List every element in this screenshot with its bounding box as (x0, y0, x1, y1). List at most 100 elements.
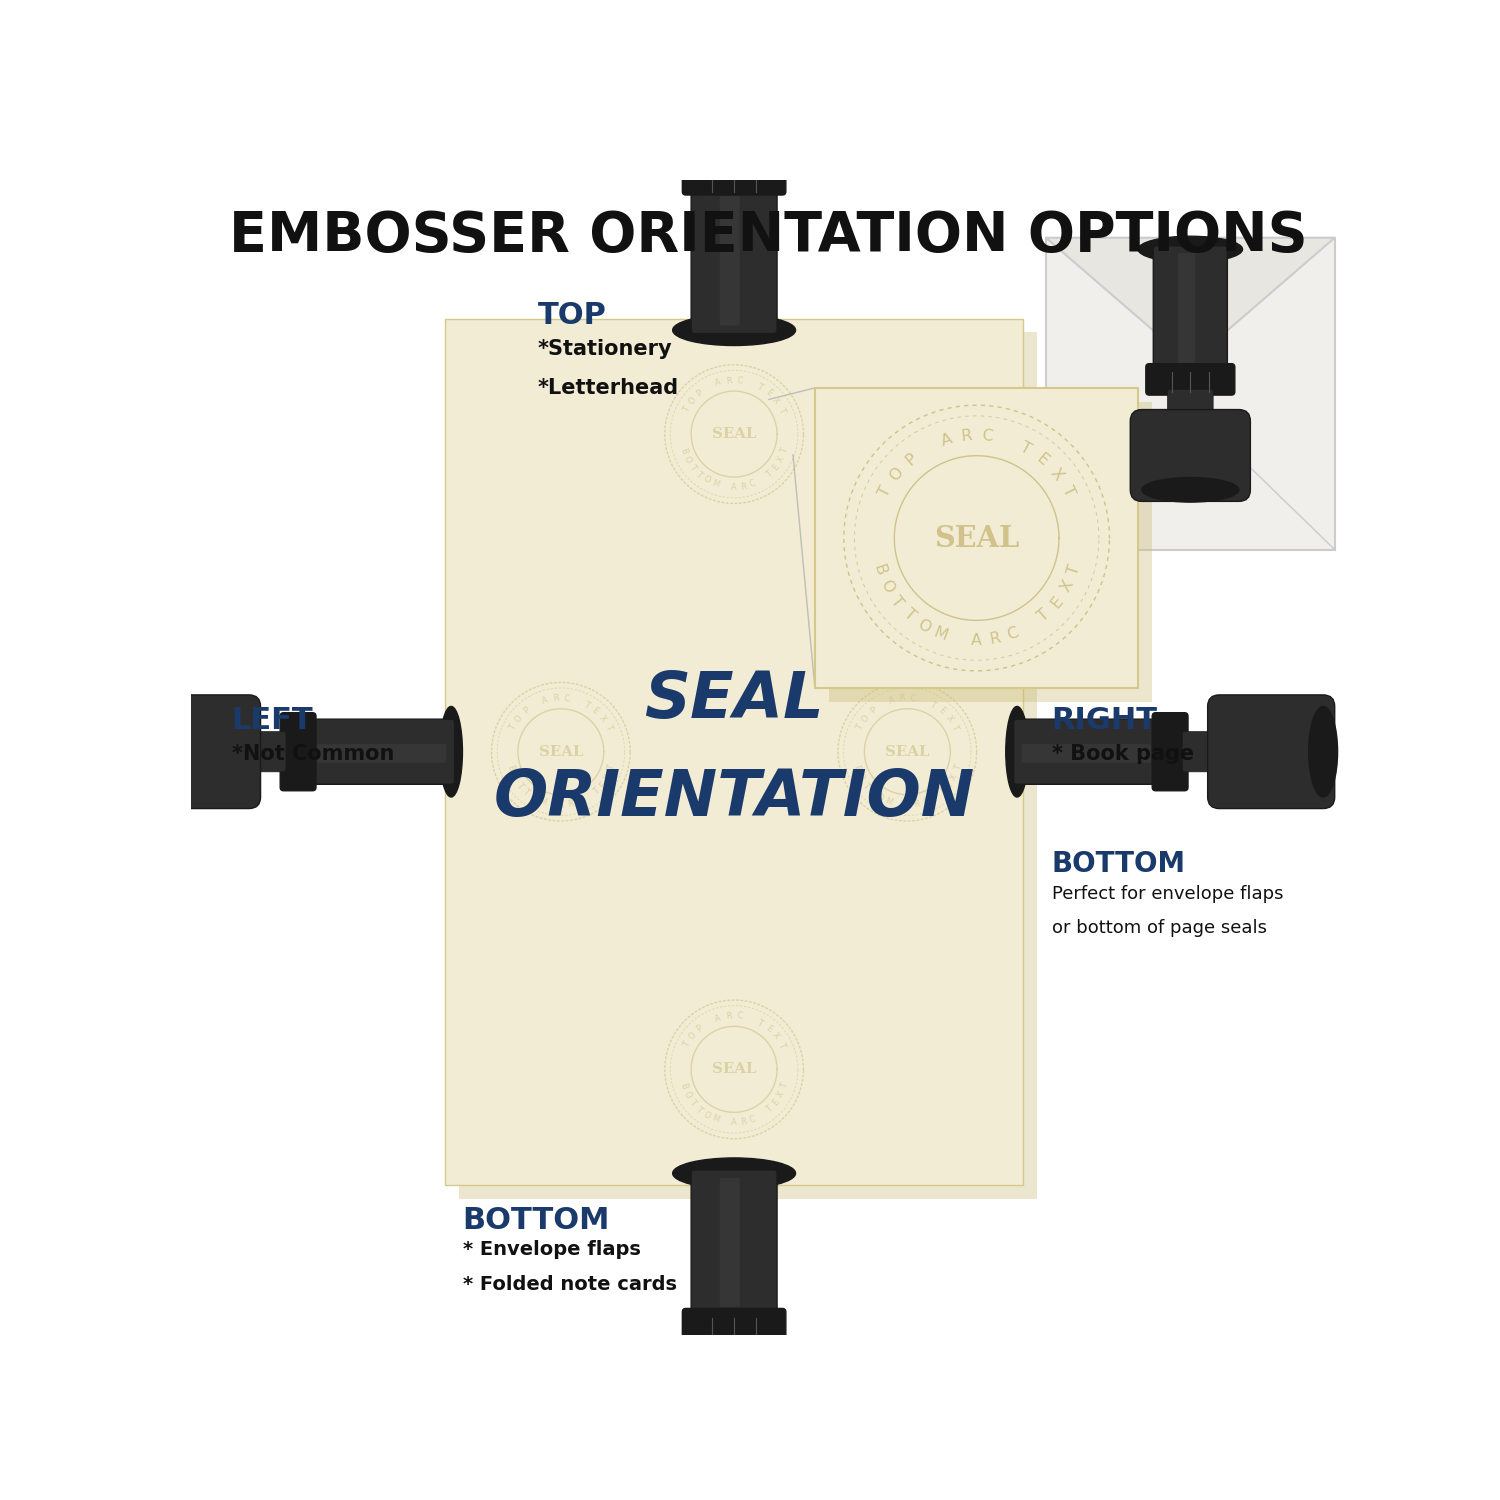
Text: E: E (1034, 452, 1052, 470)
Text: X: X (603, 772, 613, 782)
Text: E: E (764, 1023, 774, 1034)
Text: R: R (1192, 308, 1197, 310)
Text: C: C (981, 429, 993, 444)
Text: T: T (606, 765, 616, 772)
FancyBboxPatch shape (692, 1170, 777, 1316)
Text: T: T (603, 723, 613, 732)
FancyBboxPatch shape (1182, 732, 1221, 772)
Text: B: B (852, 764, 862, 772)
FancyBboxPatch shape (1046, 237, 1335, 549)
Text: M: M (932, 624, 950, 644)
Text: T: T (861, 780, 870, 790)
Text: * Envelope flaps: * Envelope flaps (462, 1240, 640, 1260)
FancyBboxPatch shape (720, 1178, 740, 1308)
Text: R: R (1186, 258, 1190, 262)
FancyBboxPatch shape (815, 388, 1138, 688)
Text: R: R (740, 1118, 747, 1126)
FancyBboxPatch shape (1154, 246, 1227, 370)
Text: T: T (591, 788, 602, 796)
Text: SEAL: SEAL (885, 744, 930, 759)
Text: T: T (1172, 302, 1176, 306)
Text: T: T (1212, 291, 1216, 294)
Text: T: T (900, 606, 918, 624)
FancyBboxPatch shape (682, 159, 786, 195)
Text: * Book page: * Book page (1052, 744, 1194, 764)
Text: E: E (597, 780, 608, 790)
Text: A: A (970, 633, 982, 648)
Text: A: A (1190, 308, 1191, 312)
Text: T: T (582, 699, 591, 709)
Text: T: T (1059, 484, 1077, 500)
Text: O: O (874, 792, 885, 802)
Text: T: T (1017, 440, 1034, 458)
Text: T: T (694, 470, 703, 480)
Text: M: M (537, 796, 548, 807)
FancyBboxPatch shape (309, 718, 454, 784)
Text: T: T (928, 699, 938, 709)
FancyBboxPatch shape (1022, 744, 1150, 762)
Text: X: X (944, 714, 954, 723)
FancyBboxPatch shape (134, 694, 261, 808)
Text: T: T (1166, 272, 1170, 274)
FancyBboxPatch shape (692, 188, 777, 333)
Text: O: O (687, 396, 698, 406)
Text: C: C (1191, 258, 1194, 262)
Text: R: R (740, 482, 747, 492)
Text: E: E (771, 462, 782, 472)
FancyBboxPatch shape (708, 126, 760, 165)
Text: T: T (687, 462, 698, 472)
Text: P: P (522, 706, 531, 716)
Text: T: T (780, 1082, 790, 1089)
Text: O: O (886, 465, 906, 484)
Text: A: A (542, 696, 549, 706)
Text: T: T (509, 723, 519, 732)
Text: E: E (771, 1098, 782, 1107)
Text: O: O (681, 1089, 693, 1100)
Text: O: O (1168, 267, 1173, 272)
Text: R: R (552, 694, 560, 703)
Text: SEAL: SEAL (934, 524, 1020, 552)
Text: SEAL: SEAL (538, 744, 584, 759)
Text: E: E (1047, 592, 1065, 610)
Text: BOTTOM: BOTTOM (462, 1206, 610, 1234)
Text: X: X (1047, 465, 1066, 483)
Text: P: P (1172, 262, 1176, 268)
Text: R: R (988, 630, 1002, 646)
Text: R: R (726, 376, 732, 386)
Text: *Stationery: *Stationery (537, 339, 672, 360)
Text: M: M (884, 796, 894, 807)
Text: * Folded note cards: * Folded note cards (462, 1275, 676, 1294)
Text: T: T (681, 1041, 692, 1050)
Text: T: T (520, 788, 531, 796)
Text: T: T (514, 780, 523, 790)
Text: TOP: TOP (537, 302, 606, 330)
FancyBboxPatch shape (1131, 410, 1251, 501)
Text: ORIENTATION: ORIENTATION (494, 766, 975, 830)
Text: R: R (914, 800, 921, 808)
Ellipse shape (672, 315, 795, 345)
Text: SEAL: SEAL (712, 427, 756, 441)
Text: O: O (1174, 303, 1180, 309)
Text: O: O (915, 616, 933, 636)
Text: B: B (870, 562, 888, 578)
Text: T: T (855, 723, 865, 732)
Text: C: C (576, 796, 584, 807)
FancyBboxPatch shape (1152, 712, 1188, 791)
Ellipse shape (676, 1442, 790, 1470)
Text: O: O (702, 1110, 712, 1120)
Text: T: T (1204, 302, 1209, 306)
Text: X: X (776, 1090, 786, 1100)
Text: X: X (771, 1030, 782, 1041)
Text: T: T (888, 594, 906, 610)
Text: BOTTOM: BOTTOM (1052, 850, 1186, 877)
Text: T: T (1168, 298, 1173, 302)
FancyBboxPatch shape (1167, 390, 1214, 423)
Text: O: O (1166, 294, 1172, 298)
Text: X: X (771, 396, 782, 406)
Text: X: X (1210, 294, 1215, 298)
Text: E: E (764, 388, 774, 399)
Ellipse shape (1138, 236, 1242, 262)
FancyBboxPatch shape (720, 196, 740, 326)
Text: C: C (736, 1011, 742, 1022)
Text: R: R (726, 1011, 732, 1022)
